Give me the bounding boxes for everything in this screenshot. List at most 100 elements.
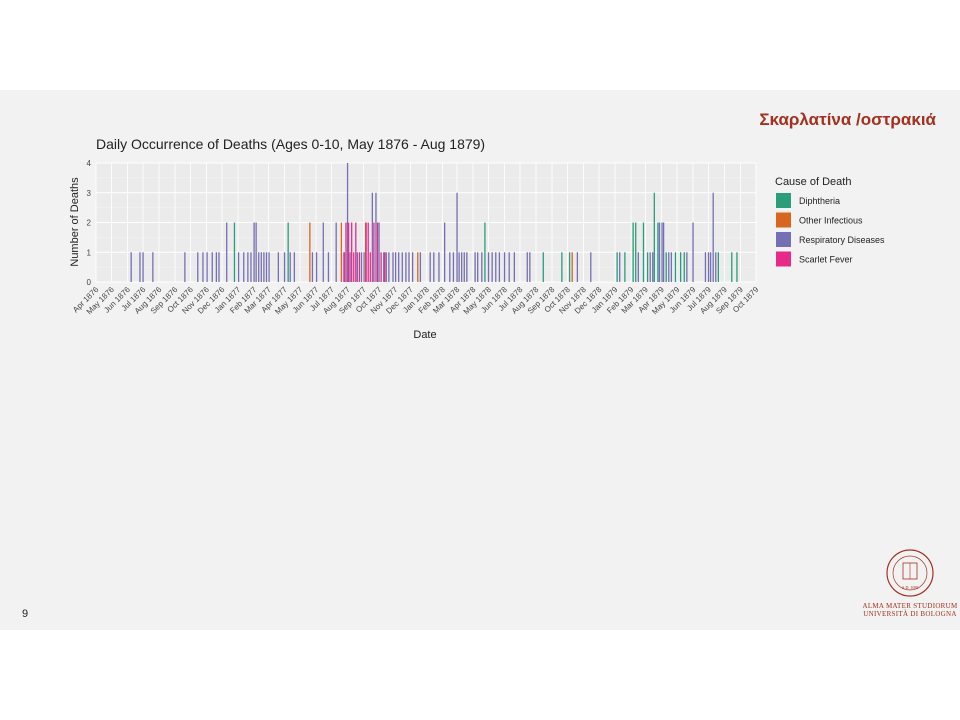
bar-diphtheria [731, 252, 733, 282]
bar-respiratory-diseases [253, 222, 255, 282]
y-tick-label: 2 [87, 219, 92, 228]
bar-respiratory-diseases [401, 252, 403, 282]
bar-respiratory-diseases [218, 252, 220, 282]
page-number: 9 [22, 608, 29, 620]
bar-scarlet-fever [373, 222, 375, 282]
bar-respiratory-diseases [686, 252, 688, 282]
bar-scarlet-fever [384, 252, 386, 282]
bar-respiratory-diseases [243, 252, 245, 282]
bar-respiratory-diseases [712, 192, 714, 282]
bar-respiratory-diseases [652, 252, 654, 282]
bar-respiratory-diseases [263, 252, 265, 282]
bar-respiratory-diseases [322, 222, 324, 282]
bar-scarlet-fever [351, 222, 353, 282]
bar-respiratory-diseases [715, 252, 717, 282]
bar-diphtheria [568, 252, 571, 282]
bar-respiratory-diseases [255, 222, 257, 282]
legend-swatch [776, 251, 791, 267]
bar-respiratory-diseases [260, 252, 262, 282]
bar-scarlet-fever [343, 252, 345, 282]
bar-respiratory-diseases [398, 252, 400, 282]
bar-respiratory-diseases [206, 252, 208, 282]
bar-respiratory-diseases [452, 252, 455, 282]
bar-respiratory-diseases [508, 252, 510, 282]
bar-diphtheria [287, 222, 289, 282]
deaths-chart: Daily Occurrence of Deaths (Ages 0-10, M… [69, 136, 885, 341]
bar-respiratory-diseases [526, 252, 528, 282]
bar-diphtheria [635, 222, 637, 282]
legend-swatch [776, 212, 791, 228]
bar-respiratory-diseases [277, 252, 280, 282]
bar-diphtheria [657, 222, 659, 282]
bar-respiratory-diseases [335, 222, 337, 282]
bar-respiratory-diseases [349, 252, 351, 282]
bar-respiratory-diseases [491, 252, 493, 282]
bar-respiratory-diseases [197, 252, 199, 282]
bar-respiratory-diseases [590, 252, 592, 282]
bar-respiratory-diseases [481, 252, 483, 282]
bar-respiratory-diseases [375, 192, 377, 282]
bar-respiratory-diseases [637, 252, 639, 282]
bar-respiratory-diseases [429, 252, 431, 282]
y-axis-ticks: 0 1 2 3 4 [87, 159, 92, 287]
bar-scarlet-fever [355, 222, 357, 282]
bar-respiratory-diseases [576, 252, 579, 282]
bar-respiratory-diseases [360, 252, 363, 282]
bar-diphtheria [674, 252, 677, 282]
legend-title: Cause of Death [775, 176, 851, 188]
bar-diphtheria [653, 192, 655, 282]
bar-respiratory-diseases [289, 252, 291, 282]
bar-scarlet-fever [380, 252, 382, 282]
bar-other-infectious [309, 222, 311, 282]
bar-respiratory-diseases [461, 252, 463, 282]
bar-respiratory-diseases [388, 252, 390, 282]
bar-respiratory-diseases [215, 252, 218, 282]
bar-respiratory-diseases [250, 252, 252, 282]
bar-respiratory-diseases [709, 252, 712, 282]
bar-diphtheria [717, 252, 720, 282]
bar-respiratory-diseases [498, 252, 501, 282]
bar-respiratory-diseases [293, 252, 296, 282]
bar-respiratory-diseases [408, 252, 410, 282]
bar-other-infectious [571, 252, 573, 282]
bar-respiratory-diseases [315, 252, 318, 282]
bar-respiratory-diseases [513, 252, 516, 282]
slide-title: Σκαρλατίνα /οστρακιά [759, 110, 936, 129]
bar-diphtheria [561, 252, 563, 282]
bar-diphtheria [665, 252, 667, 282]
bar-respiratory-diseases [405, 252, 407, 282]
legend-swatch [776, 232, 791, 247]
bar-respiratory-diseases [130, 252, 132, 282]
bar-respiratory-diseases [265, 252, 268, 282]
bar-respiratory-diseases [139, 252, 141, 282]
bar-respiratory-diseases [237, 252, 240, 282]
legend-label: Respiratory Diseases [799, 235, 885, 245]
bar-diphtheria [683, 252, 685, 282]
bar-diphtheria [542, 252, 544, 282]
bar-respiratory-diseases [247, 252, 249, 282]
bar-diphtheria [642, 222, 645, 282]
bar-diphtheria [632, 222, 634, 282]
bar-respiratory-diseases [456, 192, 458, 282]
logo-text-line2: UNIVERSITÀ DI BOLOGNA [863, 610, 957, 618]
bar-diphtheria [680, 252, 682, 282]
university-seal-icon: A.D. 1088 [886, 549, 934, 597]
university-logo: A.D. 1088 ALMA MATER STUDIORUM UNIVERSIT… [862, 548, 958, 618]
bar-respiratory-diseases [658, 222, 661, 282]
bar-respiratory-diseases [668, 252, 670, 282]
bar-respiratory-diseases [283, 252, 286, 282]
bar-respiratory-diseases [458, 252, 460, 282]
bar-diphtheria [624, 252, 626, 282]
y-tick-label: 1 [87, 248, 92, 257]
y-axis-label: Number of Deaths [69, 177, 81, 267]
bar-respiratory-diseases [152, 252, 154, 282]
bar-respiratory-diseases [529, 252, 531, 282]
bar-respiratory-diseases [704, 252, 707, 282]
bar-respiratory-diseases [670, 252, 673, 282]
bar-scarlet-fever [358, 252, 361, 282]
bar-scarlet-fever [353, 252, 355, 282]
bar-respiratory-diseases [487, 252, 490, 282]
bar-respiratory-diseases [363, 252, 365, 282]
legend-label: Diphtheria [799, 196, 840, 206]
bar-respiratory-diseases [226, 222, 228, 282]
